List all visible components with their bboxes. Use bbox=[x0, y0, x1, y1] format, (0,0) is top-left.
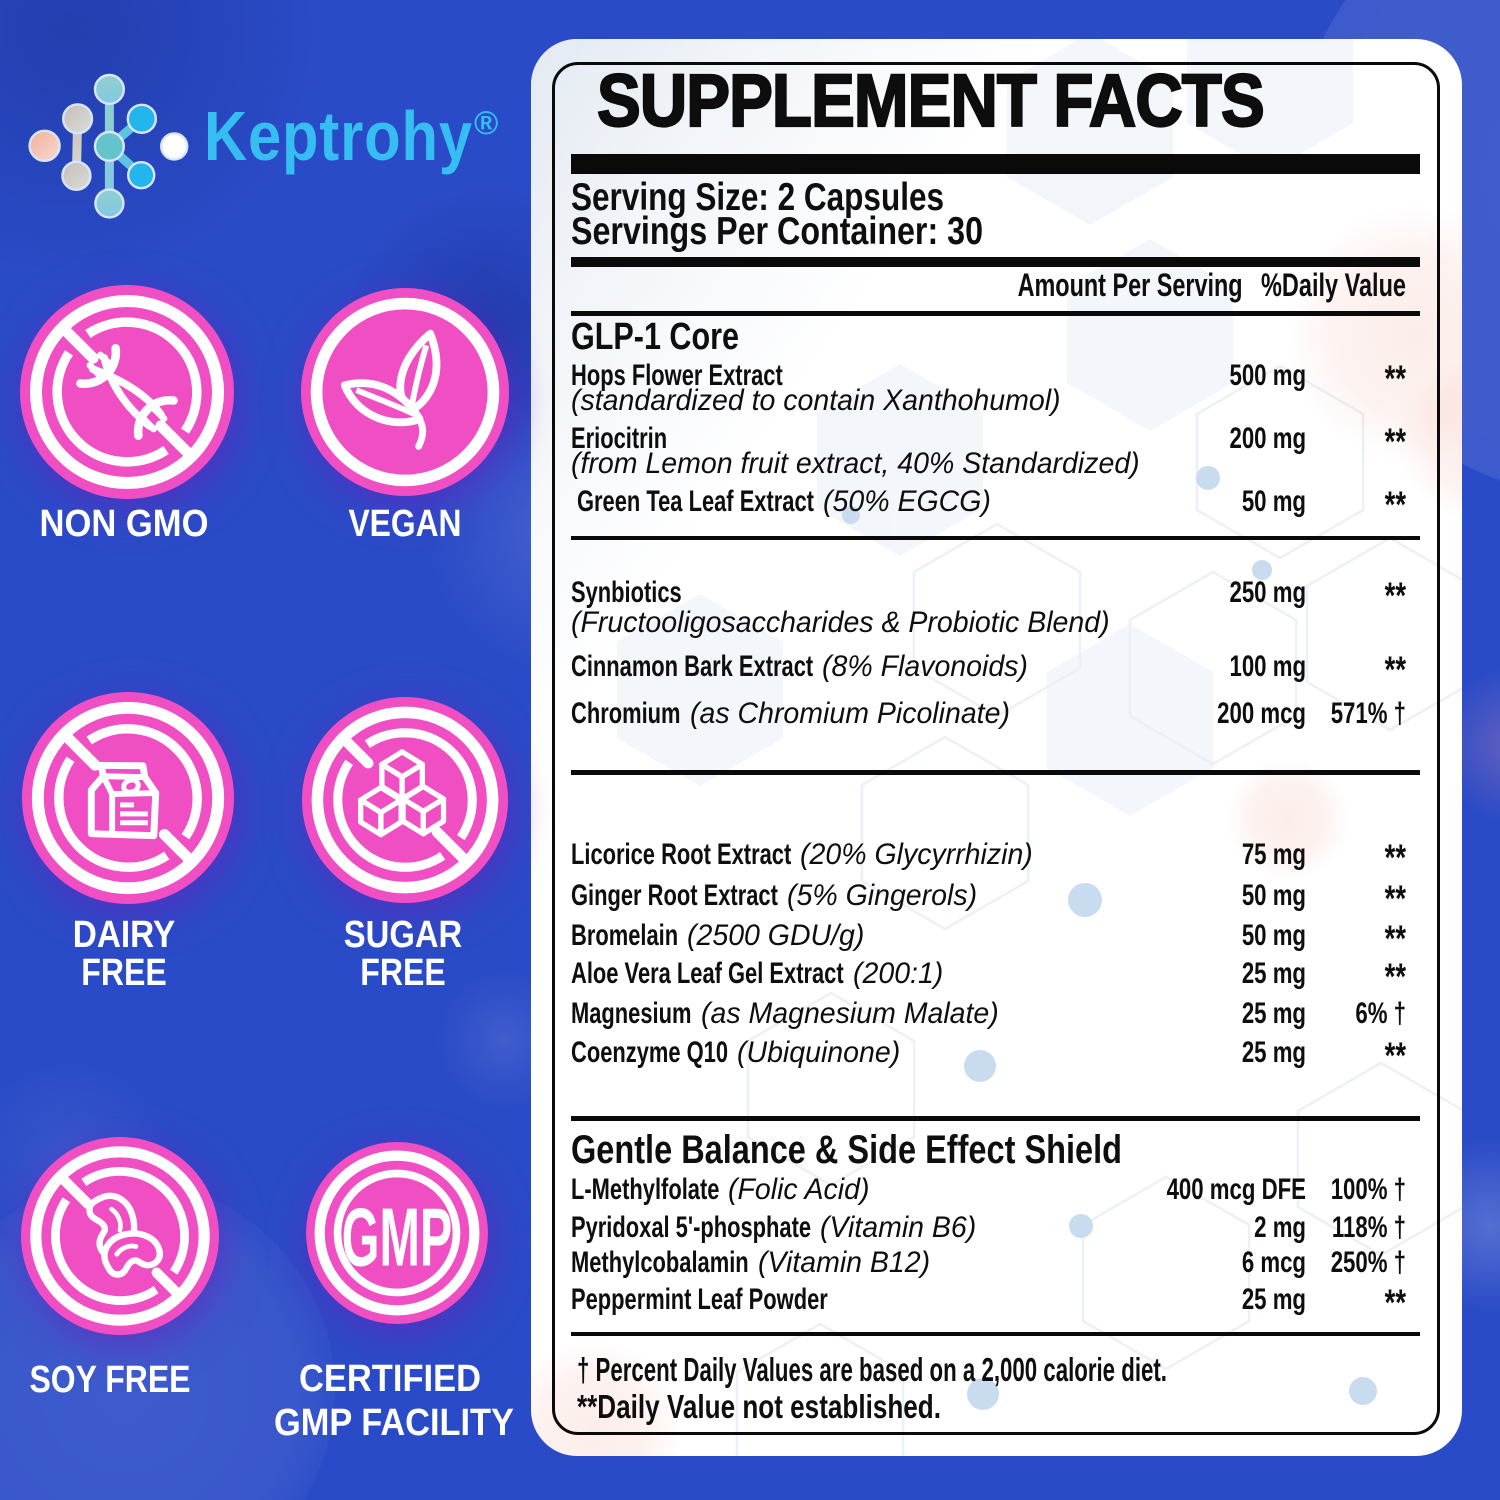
svg-text:GMP: GMP bbox=[342, 1191, 453, 1283]
